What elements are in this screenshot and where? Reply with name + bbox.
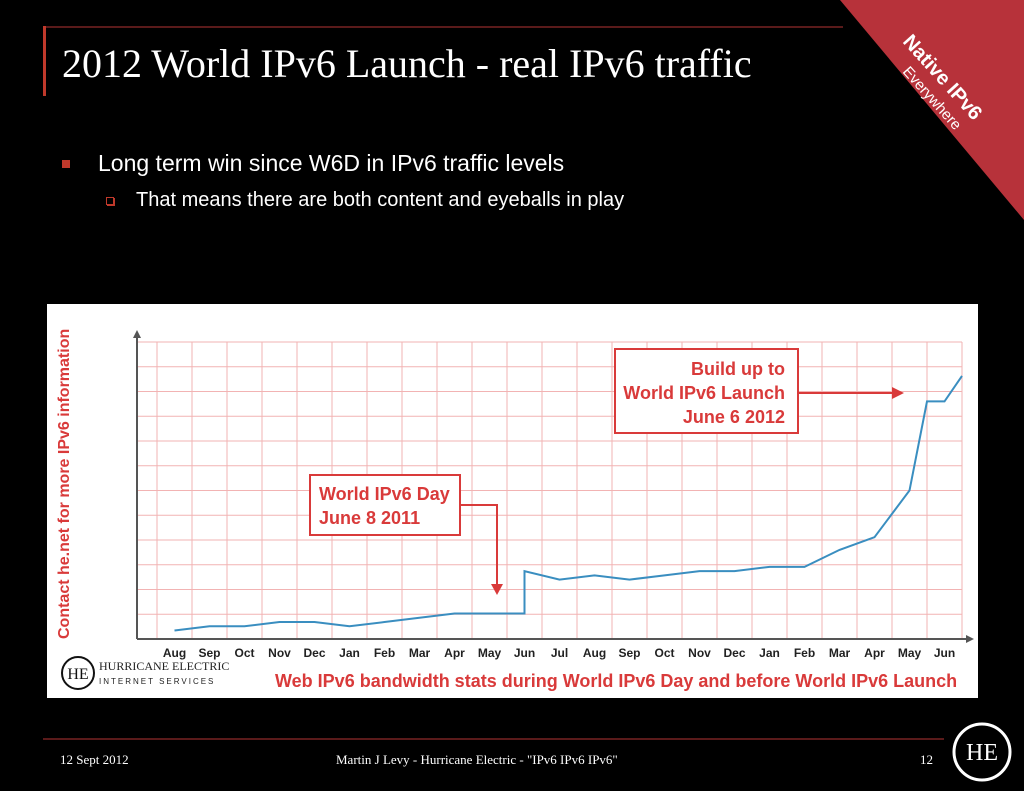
x-tick-label: Dec xyxy=(723,646,745,660)
hollow-square-bullet-icon xyxy=(106,196,114,205)
chart-side-label: Contact he.net for more IPv6 information xyxy=(56,329,73,639)
chart-caption: Web IPv6 bandwidth stats during World IP… xyxy=(275,671,957,691)
annotation2-line2: World IPv6 Launch xyxy=(623,383,785,403)
svg-text:HE: HE xyxy=(966,740,998,766)
series-lines xyxy=(174,375,963,632)
annotation1-arrowhead xyxy=(491,584,503,595)
x-tick-label: Oct xyxy=(654,646,674,660)
corner-badge: Native IPv6 Everywhere xyxy=(840,0,1024,220)
annotation2-line1: Build up to xyxy=(691,359,785,379)
x-tick-label: Feb xyxy=(374,646,395,660)
annotation1-arrow xyxy=(460,504,498,588)
title-top-rule xyxy=(43,26,843,28)
x-tick-label: Feb xyxy=(794,646,815,660)
series-line xyxy=(174,375,963,632)
x-axis-arrowhead xyxy=(966,635,974,643)
chart-axes xyxy=(133,330,974,643)
bullet1-text: Long term win since W6D in IPv6 traffic … xyxy=(98,150,565,176)
svg-text:HE: HE xyxy=(67,666,88,683)
x-tick-label: Apr xyxy=(444,646,465,660)
x-tick-label: Aug xyxy=(163,646,186,660)
he-logo-icon: HE xyxy=(950,720,1014,784)
y-axis-arrowhead xyxy=(133,330,141,338)
x-tick-label: Jun xyxy=(934,646,955,660)
x-tick-label: Jan xyxy=(339,646,360,660)
x-tick-label: Mar xyxy=(409,646,431,660)
x-tick-label: Jan xyxy=(759,646,780,660)
annotation1-line2: June 8 2011 xyxy=(319,508,420,528)
logo-line2: INTERNET SERVICES xyxy=(99,677,215,686)
x-tick-label: May xyxy=(898,646,922,660)
x-tick-label: Aug xyxy=(583,646,606,660)
annotation1-line1: World IPv6 Day xyxy=(319,484,450,504)
annotation2-arrowhead xyxy=(892,387,904,399)
slide-title: 2012 World IPv6 Launch - real IPv6 traff… xyxy=(62,41,752,86)
annotation1-box xyxy=(309,474,461,536)
x-tick-label: Nov xyxy=(688,646,711,660)
x-tick-label: Mar xyxy=(829,646,851,660)
footer-date: 12 Sept 2012 xyxy=(60,752,129,767)
x-tick-label: Sep xyxy=(198,646,220,660)
square-bullet-icon xyxy=(62,159,70,168)
hurricane-electric-logo: HE HURRICANE ELECTRIC INTERNET SERVICES xyxy=(61,656,229,690)
bullet2-text: That means there are both content and ey… xyxy=(136,189,625,211)
traffic-chart: Contact he.net for more IPv6 information… xyxy=(47,304,978,698)
annotation2-box xyxy=(614,348,799,434)
x-tick-labels: Aug Sep Oct Nov Dec Jan Feb Mar Apr May Jun Jul Aug S… xyxy=(163,646,955,660)
x-tick-label: Sep xyxy=(618,646,640,660)
x-tick-label: Jul xyxy=(551,646,568,660)
chart-svg: Contact he.net for more IPv6 information… xyxy=(56,329,974,691)
logo-line1: HURRICANE ELECTRIC xyxy=(99,659,229,673)
x-tick-label: Nov xyxy=(268,646,291,660)
chart-grid xyxy=(137,341,963,640)
x-tick-label: May xyxy=(478,646,502,660)
bullet-level2: That means there are both content and ey… xyxy=(106,189,624,212)
footer-page-number: 12 xyxy=(920,752,933,767)
title-left-rule xyxy=(43,26,46,96)
bullet-level1: Long term win since W6D in IPv6 traffic … xyxy=(62,150,564,177)
footer-rule xyxy=(43,738,944,740)
x-tick-label: Apr xyxy=(864,646,885,660)
footer-center: Martin J Levy - Hurricane Electric - "IP… xyxy=(336,752,618,767)
x-tick-label: Oct xyxy=(234,646,254,660)
x-tick-label: Dec xyxy=(303,646,325,660)
annotation2-line3: June 6 2012 xyxy=(683,407,785,427)
x-tick-label: Jun xyxy=(514,646,535,660)
